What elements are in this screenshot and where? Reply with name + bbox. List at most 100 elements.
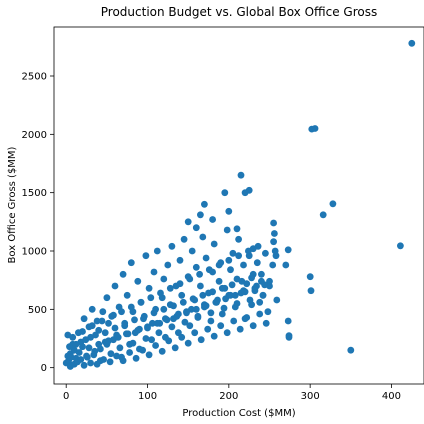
data-point <box>215 277 223 285</box>
data-point <box>201 200 208 208</box>
data-point <box>98 317 106 325</box>
data-point <box>202 254 210 262</box>
data-point <box>184 218 192 226</box>
data-point <box>121 319 129 327</box>
data-point <box>75 349 83 356</box>
data-point <box>307 287 315 295</box>
data-point <box>80 361 88 369</box>
data-point <box>145 351 153 359</box>
x-tick-label: 400 <box>382 391 401 402</box>
data-point <box>308 125 316 133</box>
data-point <box>347 346 355 354</box>
data-point <box>266 277 273 285</box>
data-point <box>230 317 238 325</box>
data-point <box>113 352 120 360</box>
data-point <box>221 189 229 197</box>
data-point <box>153 319 161 327</box>
data-point <box>119 357 127 365</box>
data-point <box>197 282 204 290</box>
data-point <box>106 358 114 366</box>
data-point <box>153 247 161 255</box>
data-point <box>103 294 111 302</box>
data-point <box>237 171 245 179</box>
data-point <box>183 309 190 317</box>
data-point <box>408 39 416 47</box>
data-point <box>123 291 131 299</box>
data-point <box>88 305 96 313</box>
data-point <box>85 344 93 352</box>
data-point <box>262 249 269 257</box>
data-point <box>170 302 177 310</box>
data-point <box>231 291 239 299</box>
data-point <box>223 329 231 337</box>
y-tick-label: 1500 <box>22 188 47 199</box>
data-point <box>225 256 233 264</box>
data-point <box>168 323 176 331</box>
data-point <box>155 329 163 337</box>
data-point <box>69 333 77 341</box>
data-point <box>271 247 279 255</box>
data-point <box>259 291 267 299</box>
data-point <box>235 252 243 260</box>
data-point <box>99 308 107 316</box>
data-point <box>261 281 268 289</box>
data-point <box>66 343 73 351</box>
data-point <box>264 308 272 316</box>
data-point <box>124 330 132 338</box>
data-point <box>227 266 234 274</box>
chart-title: Production Budget vs. Global Box Office … <box>101 5 378 19</box>
data-point <box>107 350 115 358</box>
x-tick-label: 0 <box>63 391 69 402</box>
data-point <box>118 308 125 316</box>
data-point <box>197 336 205 344</box>
data-point <box>220 304 228 312</box>
y-axis-ticks: 0 500 1000 1500 2000 2500 <box>22 72 54 374</box>
data-point <box>147 294 155 302</box>
data-point <box>238 277 246 285</box>
data-point <box>222 295 230 303</box>
data-point <box>148 336 156 344</box>
data-point <box>228 281 236 289</box>
data-point <box>397 242 404 250</box>
data-point <box>223 226 231 234</box>
data-point <box>90 351 98 359</box>
data-point <box>233 300 241 307</box>
y-tick-label: 1000 <box>22 247 47 258</box>
data-point <box>145 284 153 292</box>
data-point <box>108 312 116 320</box>
data-point <box>178 291 186 299</box>
data-point <box>207 309 215 317</box>
data-point <box>329 200 337 208</box>
data-point <box>173 312 181 320</box>
data-point <box>258 270 265 278</box>
data-point <box>270 238 277 246</box>
data-point <box>227 291 234 299</box>
data-point <box>140 312 148 320</box>
data-point <box>212 298 220 306</box>
data-point <box>165 337 173 345</box>
data-point <box>192 224 200 232</box>
data-point <box>139 346 147 354</box>
data-point <box>273 296 281 304</box>
data-point <box>176 256 184 264</box>
data-point <box>150 309 158 317</box>
data-point <box>209 216 217 223</box>
data-point <box>87 359 94 367</box>
data-point <box>126 349 133 356</box>
data-point <box>166 284 174 292</box>
plot-area <box>53 26 424 385</box>
data-point <box>189 295 197 303</box>
data-point <box>196 270 204 278</box>
data-point <box>225 207 233 215</box>
x-axis-label: Production Cost ($MM) <box>182 408 295 419</box>
data-point <box>79 343 86 351</box>
data-point <box>150 268 158 276</box>
data-point <box>218 284 226 292</box>
data-point <box>284 246 292 254</box>
data-point <box>235 235 243 243</box>
y-tick-label: 500 <box>28 305 47 316</box>
data-point <box>157 289 164 297</box>
data-point <box>207 317 215 325</box>
data-point <box>209 288 217 296</box>
data-point <box>199 233 207 241</box>
